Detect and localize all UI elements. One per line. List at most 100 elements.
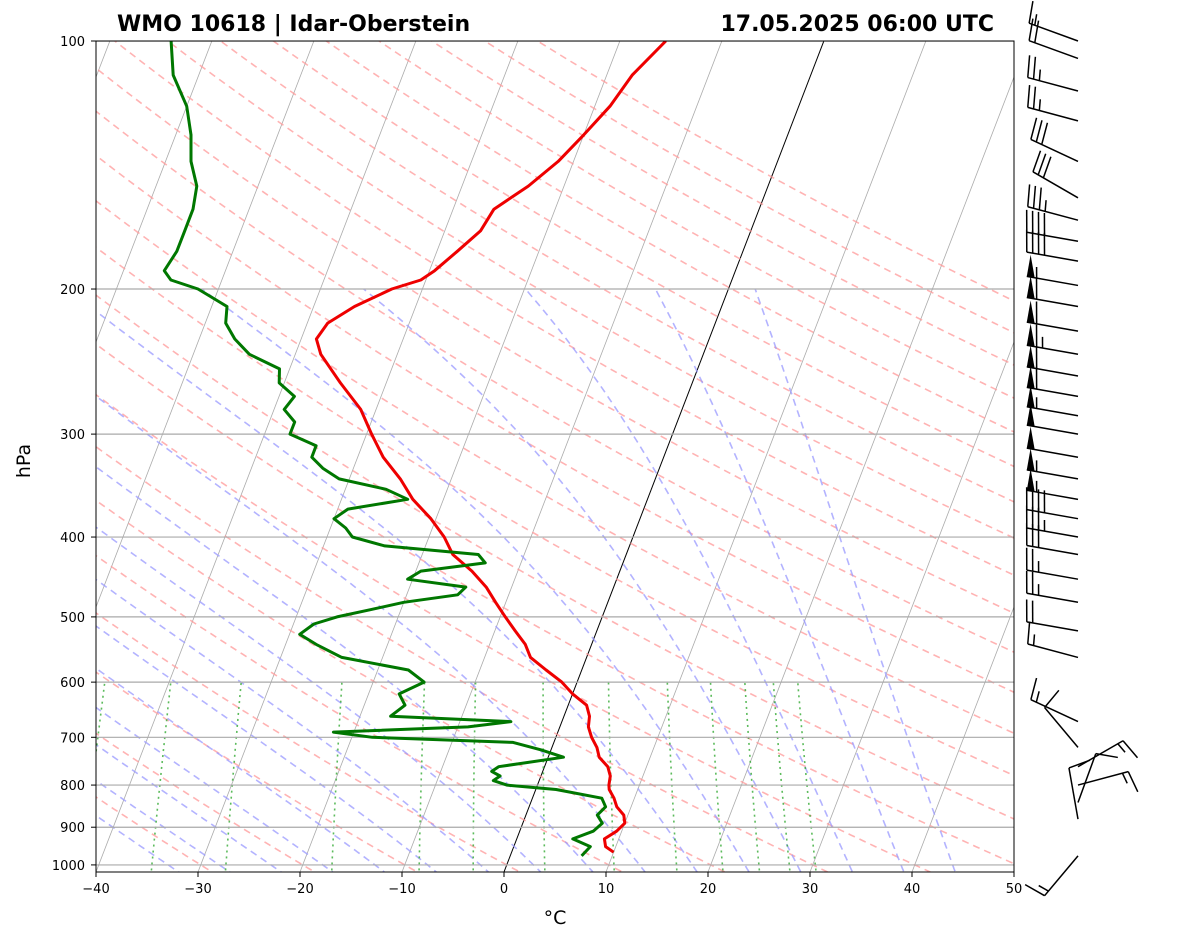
dry-adiabat xyxy=(324,41,1014,433)
moist-adiabat xyxy=(96,465,594,872)
moist-adiabat xyxy=(96,743,283,872)
y-tick-label: 300 xyxy=(60,428,85,443)
temperature-line xyxy=(314,41,667,854)
barb-full xyxy=(1027,184,1031,207)
mixing-ratio-line xyxy=(542,682,546,872)
pressure-gridlines xyxy=(96,41,1014,866)
mixing-ratio-line xyxy=(472,682,477,872)
barb-full xyxy=(1032,86,1037,110)
wind-barb xyxy=(1024,855,1079,897)
y-tick-label: 400 xyxy=(60,531,85,546)
barb-full xyxy=(1122,740,1139,759)
dry-adiabat xyxy=(96,343,1014,865)
barb-full xyxy=(1027,85,1031,108)
chart-title-station: WMO 10618 | Idar-Oberstein xyxy=(117,12,470,37)
barb-staff xyxy=(1027,206,1079,221)
wind-barb xyxy=(1027,184,1079,221)
wind-barb xyxy=(1026,385,1079,417)
x-tick-label: 10 xyxy=(598,882,615,897)
dry-adiabat xyxy=(96,294,1014,820)
x-axis: −40 −30 −20 −10 0 10 20 30 40 50 xyxy=(82,872,1022,897)
x-tick-label: 0 xyxy=(500,882,508,897)
barb-full xyxy=(1030,677,1038,700)
barb-staff xyxy=(1026,544,1079,556)
barb-staff xyxy=(1068,767,1079,820)
barb-staff xyxy=(1077,770,1129,786)
barb-staff xyxy=(1026,321,1079,332)
dry-adiabat xyxy=(535,41,1014,302)
barb-staff xyxy=(1028,22,1079,42)
barb-full xyxy=(1028,1,1034,24)
wind-barb xyxy=(1043,689,1079,748)
y-axis: 100 200 300 400 500 600 700 800 900 1000 xyxy=(52,35,96,874)
isotherm-line xyxy=(96,41,417,872)
mixing-ratio-line xyxy=(418,682,426,872)
barb-staff xyxy=(1028,39,1079,60)
barb-full xyxy=(1028,18,1034,41)
moist-adiabat xyxy=(363,288,802,872)
isotherm-line xyxy=(96,41,315,609)
moist-adiabat xyxy=(654,288,905,872)
barb-staff xyxy=(1026,251,1079,262)
y-axis-label: hPa xyxy=(13,444,35,478)
moist-adiabat xyxy=(96,310,699,872)
mixing-ratio-line xyxy=(744,682,761,872)
barb-full xyxy=(1037,153,1047,176)
isotherm-line xyxy=(96,41,213,344)
moist-adiabat xyxy=(96,625,438,872)
wind-barb xyxy=(1026,468,1079,501)
dry-adiabat xyxy=(96,796,214,872)
barb-full xyxy=(1042,156,1052,179)
barb-half xyxy=(1038,99,1042,111)
wind-barb xyxy=(1030,677,1079,723)
y-tick-label: 200 xyxy=(60,283,85,298)
mixing-ratio-line xyxy=(797,682,817,872)
y-tick-label: 600 xyxy=(60,676,85,691)
wind-barbs xyxy=(1024,1,1139,897)
x-tick-label: −40 xyxy=(82,882,109,897)
y-tick-label: 100 xyxy=(60,35,85,50)
isotherm-line xyxy=(707,75,1014,872)
wind-barb xyxy=(1025,570,1079,604)
wind-barb xyxy=(1028,1,1079,42)
y-tick-label: 700 xyxy=(60,731,85,746)
moist-adiabat xyxy=(96,706,334,872)
barb-pennant xyxy=(1026,345,1035,369)
wind-barb xyxy=(1025,599,1079,632)
wind-barb xyxy=(1077,752,1118,803)
dry-adiabat xyxy=(96,393,933,872)
barb-half xyxy=(1121,772,1128,784)
wind-barb xyxy=(1025,523,1079,556)
isotherm-line xyxy=(809,340,1014,872)
x-tick-label: −10 xyxy=(388,882,415,897)
barb-pennant xyxy=(1026,448,1035,472)
barb-full xyxy=(1034,20,1040,43)
moist-adiabat xyxy=(201,288,750,872)
isotherm-line xyxy=(605,41,927,872)
wind-barb xyxy=(1026,275,1079,308)
wind-barb xyxy=(1027,55,1079,92)
dry-adiabat xyxy=(430,41,1014,366)
barb-half xyxy=(1038,884,1049,892)
isotherm-line xyxy=(503,41,825,872)
dry-adiabat xyxy=(219,41,1014,503)
dry-adiabat xyxy=(96,445,830,872)
barb-staff xyxy=(1026,489,1079,501)
dry-adiabat xyxy=(271,41,1014,468)
barb-full xyxy=(1041,122,1049,145)
wind-barb xyxy=(1026,254,1079,287)
barb-staff xyxy=(1044,855,1079,897)
barb-full xyxy=(1032,56,1037,80)
wind-barb xyxy=(1077,740,1139,768)
barb-pennant xyxy=(1026,323,1035,347)
wind-barb xyxy=(1027,621,1079,659)
x-tick-label: −30 xyxy=(184,882,211,897)
isotherm-line xyxy=(401,41,723,872)
barb-staff xyxy=(1026,405,1079,417)
barb-staff xyxy=(1044,707,1079,748)
moist-adiabat xyxy=(96,526,542,872)
barb-half xyxy=(1117,743,1126,753)
sounding-profiles xyxy=(162,41,667,857)
barb-staff xyxy=(1026,592,1079,604)
